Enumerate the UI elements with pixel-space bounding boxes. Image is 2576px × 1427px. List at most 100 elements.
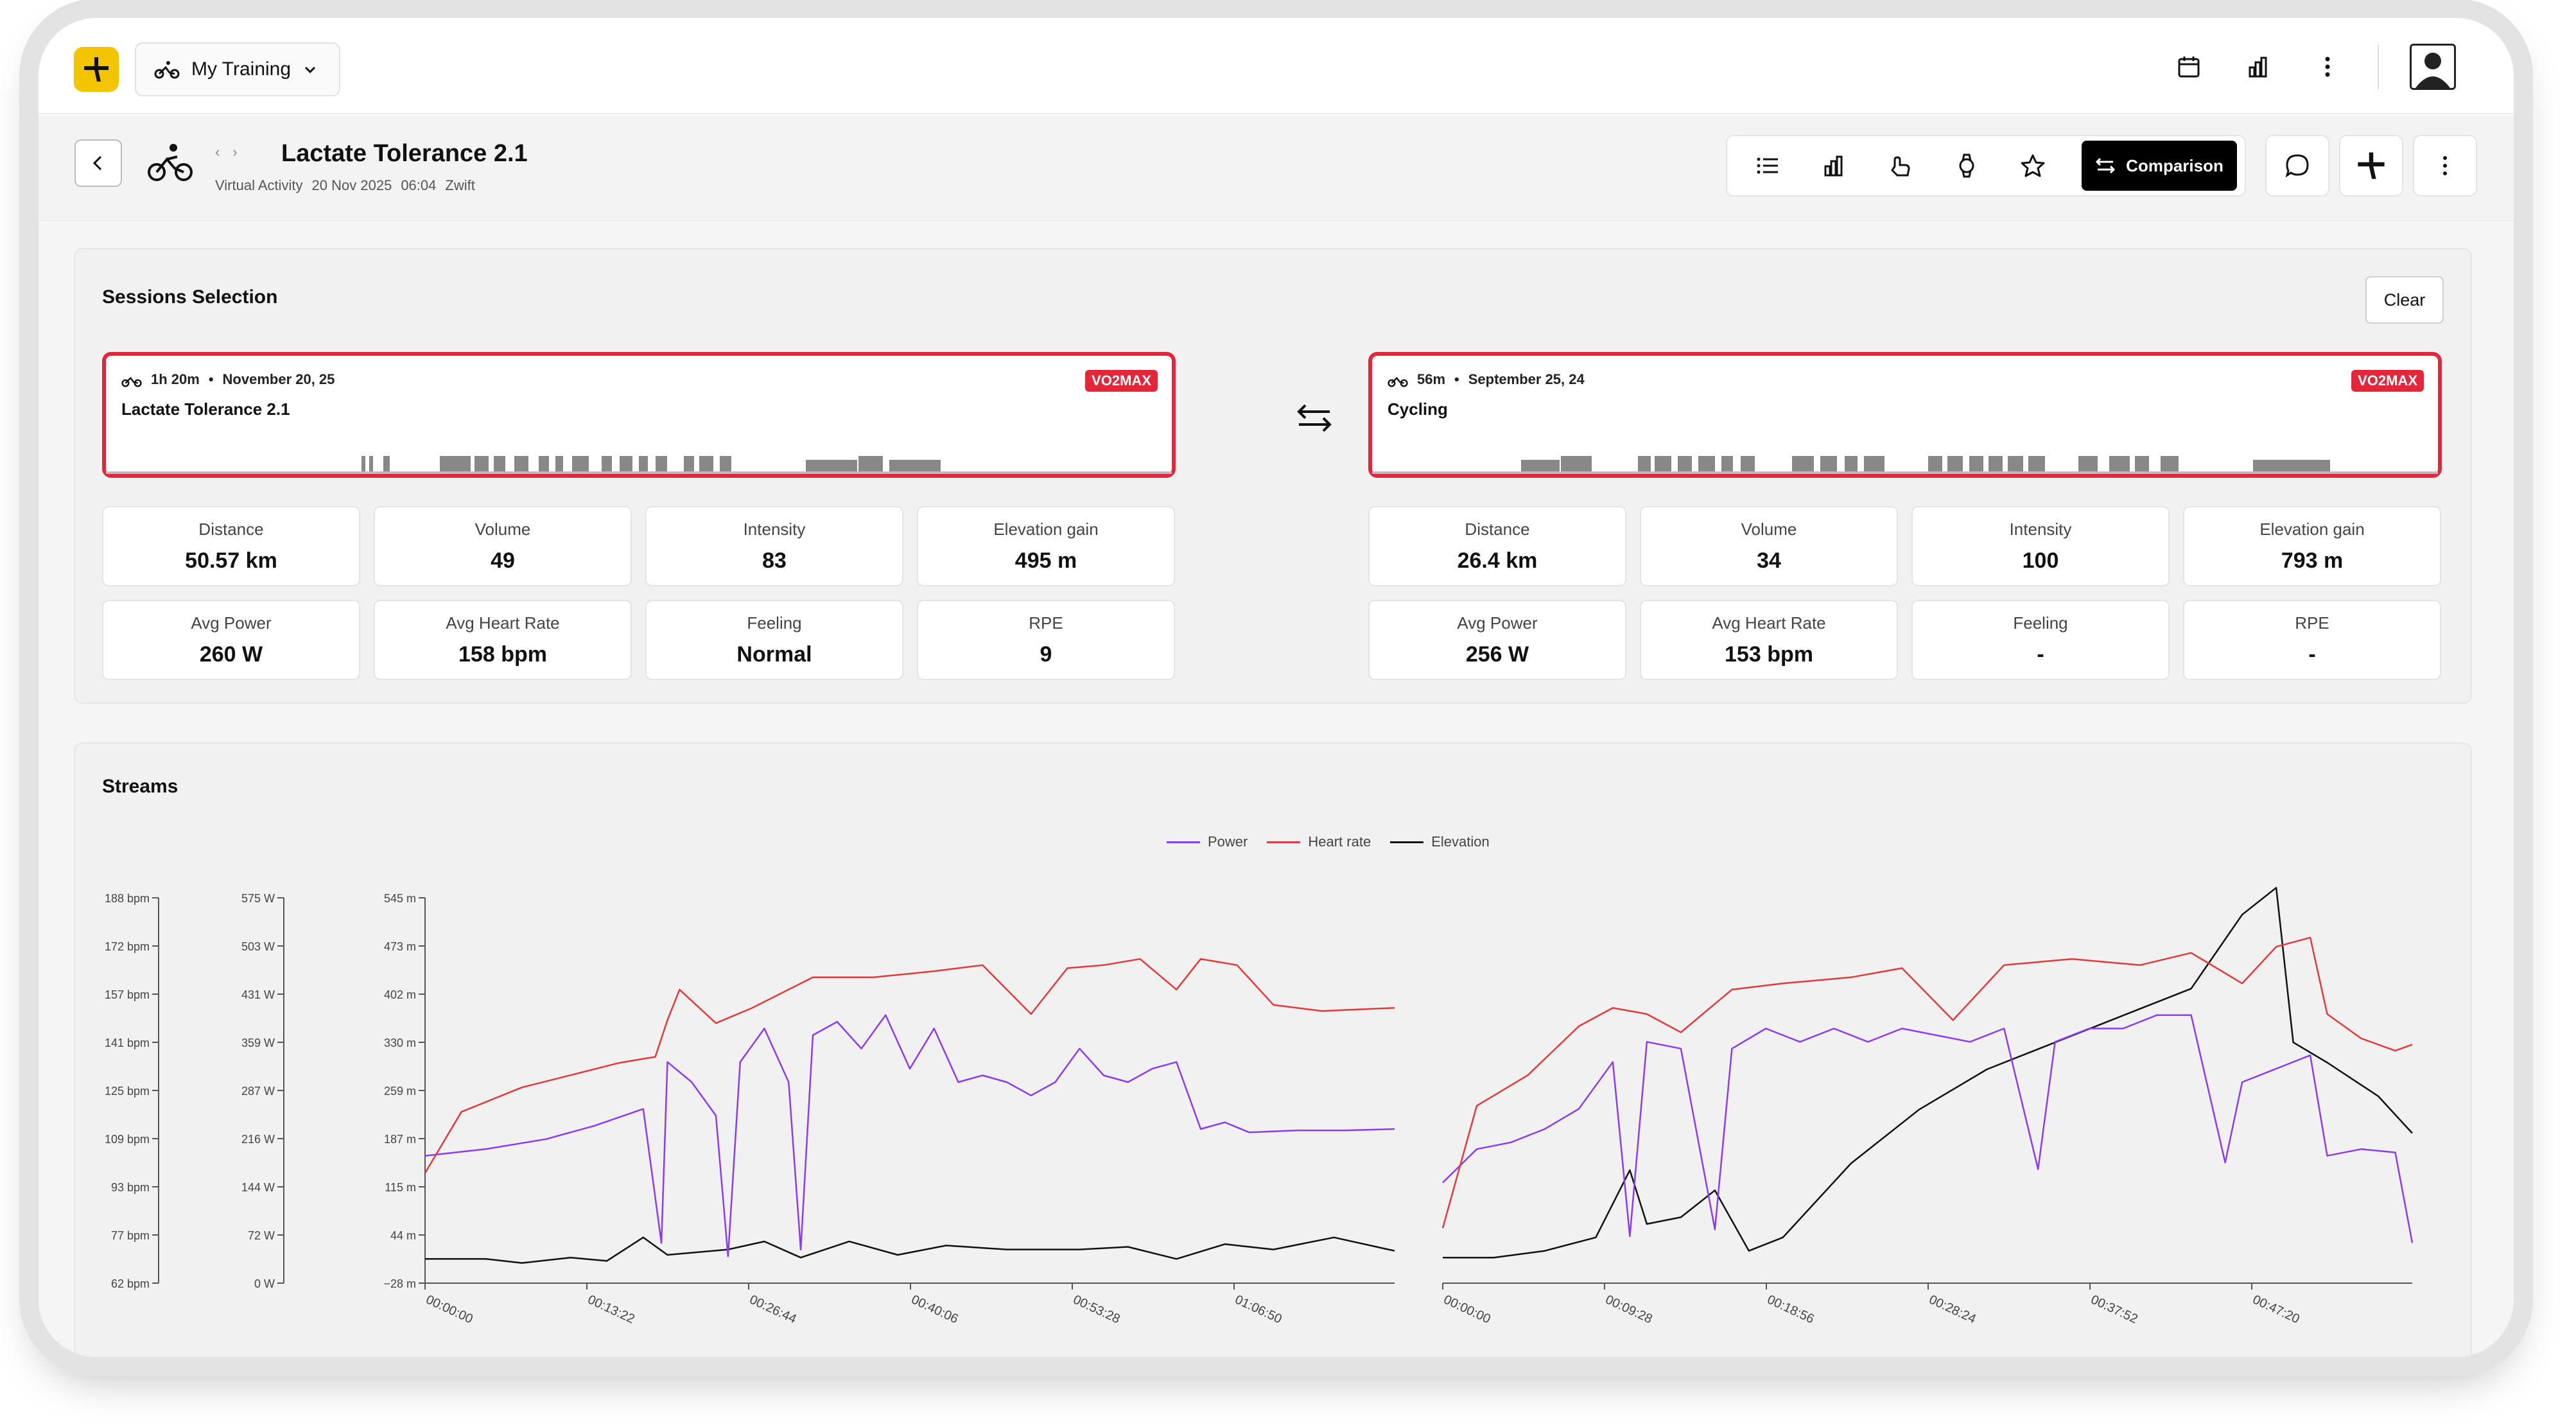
- y-tick-label: 0 W: [254, 1277, 275, 1290]
- y-tick-label: 125 bpm: [105, 1085, 150, 1098]
- bar-chart-icon: [1824, 155, 1843, 177]
- session-meta: 1h 20m • November 20, 25: [121, 371, 335, 388]
- session-preview-bars: [1372, 456, 2438, 474]
- x-tick-label: 00:53:28: [1071, 1293, 1122, 1327]
- swap-arrows-icon: [2096, 157, 2116, 174]
- next-activity-button[interactable]: ›: [232, 144, 238, 160]
- metric-volume: Volume 49: [374, 506, 632, 586]
- x-tick-label: 00:40:06: [909, 1293, 961, 1327]
- x-tick-label: 00:09:28: [1603, 1293, 1655, 1327]
- streams-panel: Streams Power Heart rate Elevation 188 b…: [74, 742, 2472, 1357]
- y-tick-label: 188 bpm: [105, 892, 150, 905]
- pointer-hand-icon: [1890, 156, 1910, 177]
- activity-source: Zwift: [445, 177, 475, 193]
- user-avatar[interactable]: [2410, 44, 2456, 90]
- y-tick-label: −28 m: [383, 1277, 416, 1290]
- x-tick-label: 00:00:00: [1441, 1293, 1493, 1327]
- bike-icon: [1388, 376, 1408, 387]
- y-tick-label: 62 bpm: [111, 1277, 150, 1290]
- sessions-title: Sessions Selection: [102, 286, 278, 308]
- session-name: Cycling: [1388, 399, 1448, 419]
- back-button[interactable]: [74, 139, 122, 187]
- metric-distance: Distance 26.4 km: [1368, 506, 1626, 586]
- favorite-button[interactable]: [2015, 146, 2051, 185]
- sessions-panel: Sessions Selection Clear 1h 20m • Novemb…: [74, 248, 2472, 704]
- activity-type: Virtual Activity: [215, 177, 303, 193]
- metric-volume: Volume 34: [1640, 506, 1898, 586]
- legend-swatch: [1167, 841, 1200, 843]
- legend-heart-rate[interactable]: Heart rate: [1267, 834, 1371, 850]
- session-date: September 25, 24: [1468, 371, 1585, 387]
- y-tick-label: 359 W: [241, 1037, 275, 1049]
- legend-swatch: [1267, 841, 1301, 843]
- intervals-button[interactable]: [1883, 146, 1918, 185]
- swap-sessions-icon[interactable]: [1295, 400, 1334, 436]
- legend-elevation[interactable]: Elevation: [1390, 834, 1490, 850]
- more-menu-button[interactable]: [2308, 48, 2347, 86]
- training-selector-label: My Training: [191, 58, 292, 80]
- stats-button[interactable]: [2239, 48, 2277, 86]
- x-tick-label: 00:13:22: [586, 1293, 637, 1327]
- activity-time: 06:04: [401, 177, 437, 193]
- y-tick-label: 144 W: [241, 1181, 275, 1194]
- session-card-left[interactable]: 1h 20m • November 20, 25 Lactate Toleran…: [102, 352, 1176, 478]
- training-selector[interactable]: My Training: [135, 42, 340, 96]
- y-tick-label: 72 W: [248, 1229, 275, 1242]
- cycling-icon: [148, 144, 193, 181]
- x-tick-label: 00:37:52: [2089, 1293, 2140, 1327]
- top-bar: My Training: [39, 18, 2514, 114]
- y-tick-label: 216 W: [241, 1133, 275, 1146]
- chart-legend: Power Heart rate Elevation: [1167, 834, 1490, 850]
- streams-chart[interactable]: 188 bpm 172 bpm 157 bpm 141 bpm 125 bpm 109 b…: [75, 744, 2473, 1357]
- metric-rpe: RPE 9: [917, 600, 1175, 680]
- series-heart_rate_bpm: [424, 958, 1395, 1174]
- metric-elevation-gain: Elevation gain 495 m: [917, 506, 1175, 586]
- y-tick-label: 115 m: [385, 1181, 416, 1194]
- legend-power[interactable]: Power: [1167, 834, 1248, 850]
- metric-intensity: Intensity 100: [1911, 506, 2170, 586]
- comments-button[interactable]: [2265, 135, 2329, 197]
- y-tick-label: 473 m: [384, 940, 416, 953]
- x-tick-label: 00:00:00: [424, 1293, 475, 1327]
- y-tick-label: 545 m: [384, 892, 416, 905]
- metric-avg-power: Avg Power 256 W: [1368, 600, 1626, 680]
- series-heart_rate_bpm: [1441, 936, 2413, 1229]
- y-tick-label: 77 bpm: [111, 1229, 150, 1242]
- series-power_w: [1442, 1014, 2414, 1243]
- activity-more-button[interactable]: [2413, 135, 2477, 197]
- bike-icon: [154, 61, 180, 79]
- activity-subtitle: Virtual Activity 20 Nov 2025 06:04 Zwift: [215, 177, 475, 194]
- session-card-right[interactable]: 56m • September 25, 24 Cycling VO2MAX: [1368, 352, 2442, 478]
- y-tick-label: 187 m: [384, 1133, 416, 1146]
- y-tick-label: 330 m: [384, 1037, 416, 1049]
- x-tick-label: 01:06:50: [1233, 1293, 1284, 1327]
- device-button[interactable]: [1949, 146, 1984, 185]
- chevron-down-icon: [305, 66, 316, 74]
- analysis-button[interactable]: [1816, 146, 1851, 185]
- session-duration: 1h 20m: [151, 371, 200, 387]
- x-tick-label: 00:26:44: [747, 1293, 799, 1327]
- brand-action-button[interactable]: [2339, 135, 2403, 197]
- legend-label: Heart rate: [1308, 834, 1371, 850]
- y-tick-label: 259 m: [384, 1085, 416, 1098]
- legend-label: Elevation: [1431, 834, 1490, 850]
- bike-icon: [121, 376, 142, 387]
- y-tick-label: 44 m: [390, 1229, 416, 1242]
- laps-button[interactable]: [1750, 146, 1785, 185]
- clear-button[interactable]: Clear: [2365, 276, 2444, 324]
- y-tick-label: 287 W: [241, 1085, 275, 1098]
- comparison-label: Comparison: [2126, 155, 2224, 175]
- star-icon: [2021, 154, 2045, 177]
- metric-intensity: Intensity 83: [645, 506, 903, 586]
- watch-icon: [1959, 153, 1974, 178]
- session-date: November 20, 25: [222, 371, 335, 387]
- app-logo[interactable]: [74, 47, 119, 92]
- calendar-button[interactable]: [2170, 48, 2208, 86]
- calendar-icon: [2178, 57, 2200, 78]
- y-tick-label: 157 bpm: [105, 988, 150, 1001]
- session-name: Lactate Tolerance 2.1: [121, 399, 290, 419]
- previous-activity-button[interactable]: ‹: [215, 144, 220, 160]
- streams-title: Streams: [102, 776, 178, 797]
- metrics-right: Distance 26.4 km Volume 34 Intensity 100 El…: [1368, 506, 2441, 680]
- comparison-button[interactable]: Comparison: [2082, 141, 2237, 191]
